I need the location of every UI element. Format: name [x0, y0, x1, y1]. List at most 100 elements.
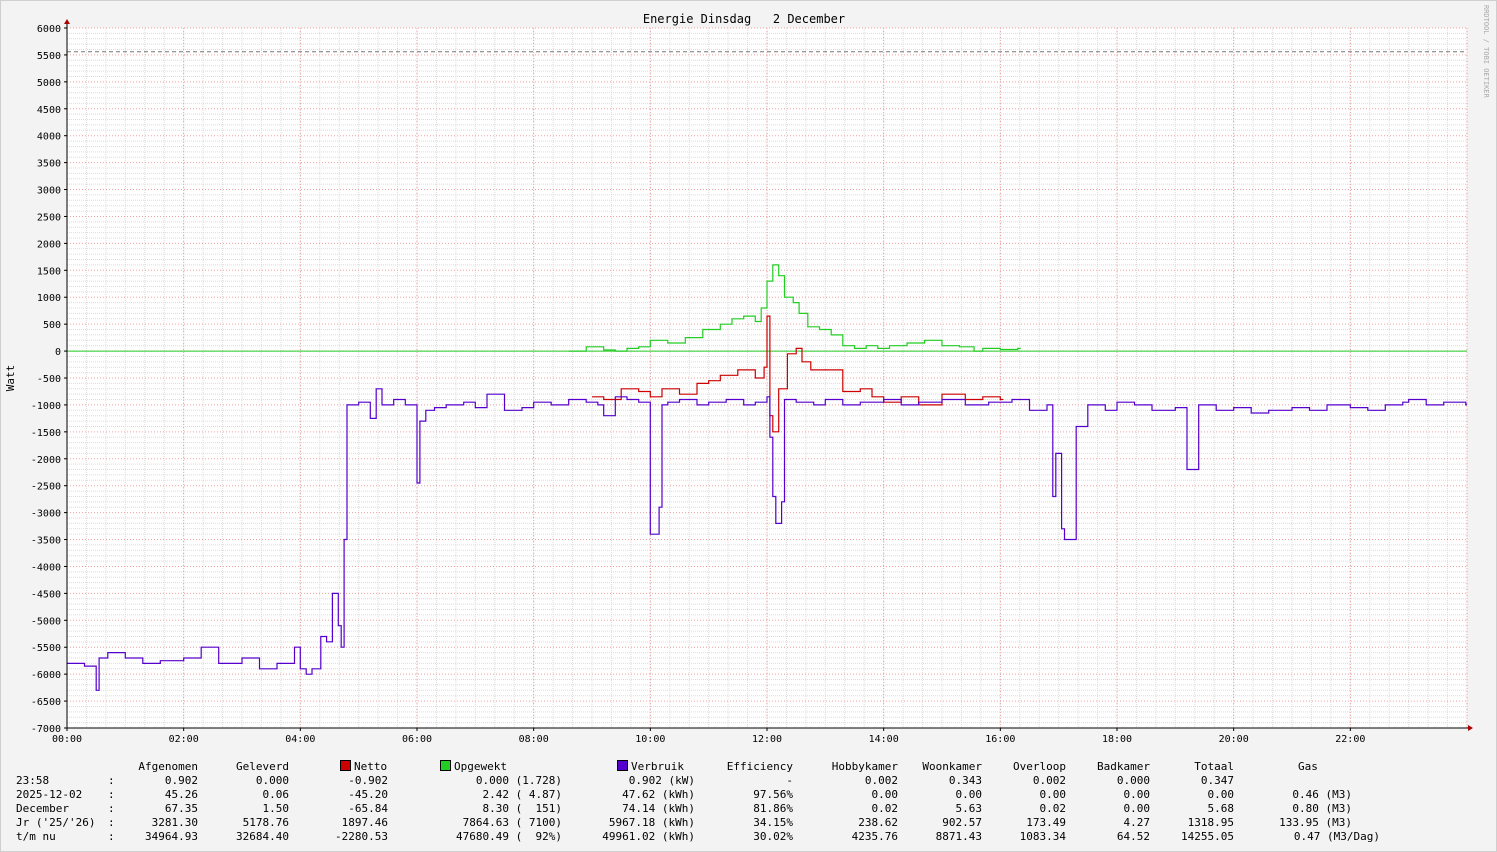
y-tick-label: 0: [55, 347, 61, 358]
cell-hobbykamer: 238.62: [858, 816, 898, 829]
cell-verbruik: 74.14 (kWh): [622, 802, 695, 815]
cell-opgewekt: 47680.49 ( 92%): [456, 830, 562, 843]
header-badkamer: Badkamer: [1097, 760, 1150, 773]
cell-woonkamer: 5.63: [955, 802, 983, 815]
cell-gas: 133.95 (M3): [1279, 816, 1352, 829]
y-tick-label: -3000: [31, 509, 61, 520]
x-tick-label: 14:00: [869, 734, 899, 745]
cell-woonkamer: 902.57: [942, 816, 982, 829]
axes: 6000550050004500400035003000250020001500…: [31, 19, 1473, 745]
x-tick-label: 18:00: [1102, 734, 1132, 745]
x-tick-label: 00:00: [52, 734, 82, 745]
row-separator: :: [108, 774, 115, 787]
x-tick-label: 20:00: [1219, 734, 1249, 745]
header-totaal: Totaal: [1194, 760, 1234, 773]
cell-badkamer: 0.00: [1123, 788, 1151, 801]
cell-geleverd: 1.50: [262, 802, 290, 815]
y-tick-label: 4500: [37, 105, 61, 116]
row-label: t/m nu: [16, 830, 56, 843]
cell-afgenomen: 3281.30: [151, 816, 198, 829]
cell-opgewekt: 8.30 ( 151): [482, 802, 562, 815]
cell-woonkamer: 8871.43: [935, 830, 982, 843]
x-tick-label: 08:00: [519, 734, 549, 745]
cell-gas: 0.47 (M3/Dag): [1293, 830, 1380, 843]
cell-totaal: 5.68: [1207, 802, 1235, 815]
header-netto: Netto: [340, 760, 387, 774]
cell-badkamer: 4.27: [1123, 816, 1151, 829]
cell-badkamer: 0.000: [1116, 774, 1150, 787]
y-tick-label: -5500: [31, 643, 61, 654]
cell-afgenomen: 34964.93: [145, 830, 198, 843]
y-tick-label: -6000: [31, 670, 61, 681]
cell-overloop: 0.002: [1032, 774, 1066, 787]
header-label: Verbruik: [631, 760, 684, 773]
cell-afgenomen: 45.26: [164, 788, 198, 801]
y-tick-label: -3500: [31, 536, 61, 547]
y-tick-label: -7000: [31, 724, 61, 735]
cell-badkamer: 0.00: [1123, 802, 1151, 815]
cell-totaal: 0.00: [1207, 788, 1235, 801]
header-label: Netto: [354, 760, 388, 773]
cell-overloop: 1083.34: [1019, 830, 1066, 843]
y-tick-label: -5000: [31, 616, 61, 627]
y-axis-label: Watt: [4, 365, 17, 392]
series-verbruik: [67, 388, 1467, 691]
header-opgewekt: Opgewekt: [440, 760, 507, 774]
header-label: Opgewekt: [454, 760, 507, 773]
y-tick-label: 5500: [37, 51, 61, 62]
series-opgewekt: [568, 264, 1021, 352]
y-tick-label: 2000: [37, 239, 61, 250]
x-tick-label: 12:00: [752, 734, 782, 745]
cell-opgewekt: 2.42 ( 4.87): [482, 788, 562, 801]
cell-overloop: 0.02: [1039, 802, 1067, 815]
row-separator: :: [108, 802, 115, 815]
cell-woonkamer: 0.00: [955, 788, 983, 801]
cell-gas: 0.80 (M3): [1292, 802, 1352, 815]
header-hobbykamer: Hobbykamer: [831, 760, 898, 773]
cell-overloop: 0.00: [1039, 788, 1067, 801]
cell-afgenomen: 0.902: [164, 774, 198, 787]
y-tick-label: 5000: [37, 78, 61, 89]
legend-swatch-verbruik: [617, 760, 628, 771]
header-geleverd: Geleverd: [236, 760, 289, 773]
x-tick-label: 16:00: [985, 734, 1015, 745]
cell-verbruik: 0.902 (kW): [628, 774, 695, 787]
y-tick-label: 1500: [37, 266, 61, 277]
energy-chart: 6000550050004500400035003000250020001500…: [4, 5, 1490, 745]
grid: [66, 27, 1468, 729]
cell-woonkamer: 0.343: [948, 774, 982, 787]
y-tick-label: 3500: [37, 159, 61, 170]
legend-swatch-opgewekt: [440, 760, 451, 771]
cell-hobbykamer: 0.00: [871, 788, 899, 801]
y-tick-label: 1000: [37, 293, 61, 304]
cell-totaal: 0.347: [1200, 774, 1234, 787]
chart-title: Energie Dinsdag 2 December: [643, 12, 845, 26]
x-tick-label: 02:00: [169, 734, 199, 745]
cell-netto: -2280.53: [335, 830, 388, 843]
row-label: Jr ('25/'26): [16, 816, 96, 829]
row-separator: :: [108, 816, 115, 829]
cell-afgenomen: 67.35: [164, 802, 198, 815]
y-tick-label: -6500: [31, 697, 61, 708]
x-axis-arrow: [1468, 725, 1473, 731]
cell-hobbykamer: 0.02: [871, 802, 899, 815]
y-tick-label: 4000: [37, 132, 61, 143]
cell-verbruik: 5967.18 (kWh): [608, 816, 695, 829]
cell-efficiency: 34.15%: [753, 816, 793, 829]
cell-geleverd: 5178.76: [242, 816, 289, 829]
header-efficiency: Efficiency: [726, 760, 793, 773]
y-tick-label: -500: [37, 374, 61, 385]
cell-efficiency: 81.86%: [753, 802, 793, 815]
cell-geleverd: 0.000: [255, 774, 289, 787]
y-tick-label: -1500: [31, 428, 61, 439]
y-tick-label: -4500: [31, 589, 61, 600]
row-separator: :: [108, 788, 115, 801]
cell-totaal: 14255.05: [1181, 830, 1234, 843]
cell-opgewekt: 7864.63 ( 7100): [462, 816, 562, 829]
y-tick-label: 500: [43, 320, 61, 331]
cell-gas: 0.46 (M3): [1292, 788, 1352, 801]
cell-efficiency: 97.56%: [753, 788, 793, 801]
row-label: 23:58: [16, 774, 50, 787]
y-tick-label: -2500: [31, 482, 61, 493]
cell-verbruik: 49961.02 (kWh): [602, 830, 695, 843]
